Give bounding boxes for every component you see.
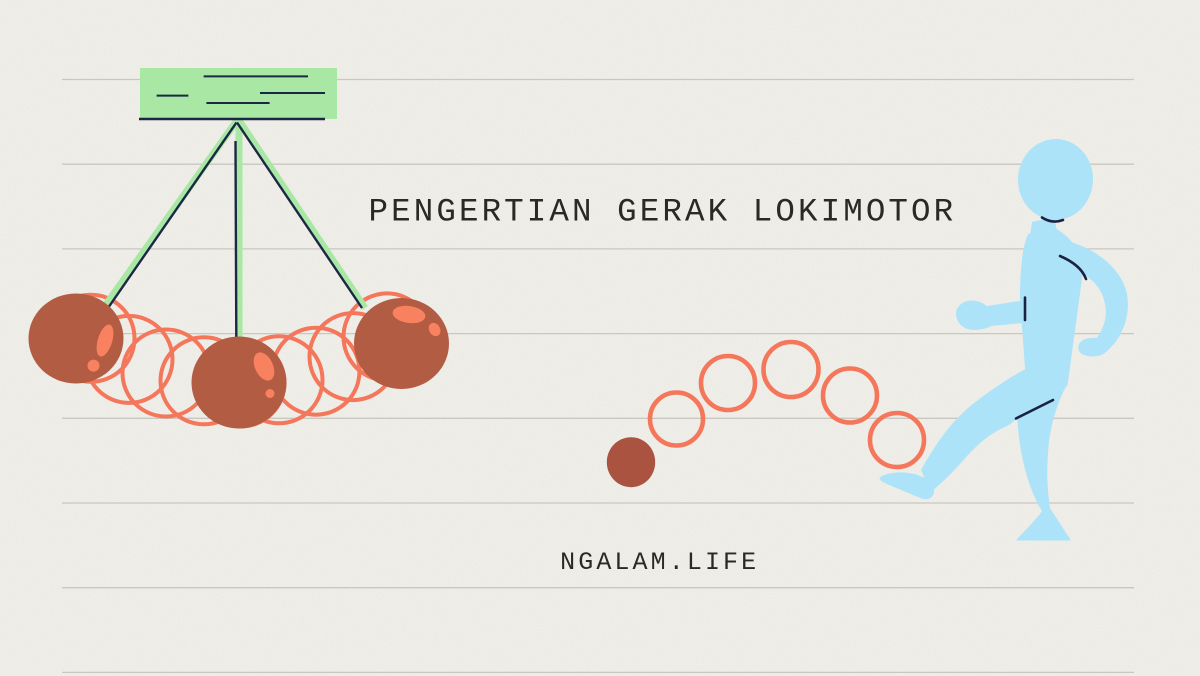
svg-text:NGALAM.LIFE: NGALAM.LIFE [560, 548, 759, 577]
svg-text:PENGERTIAN GERAK LOKIMOTOR: PENGERTIAN GERAK LOKIMOTOR [369, 194, 957, 231]
